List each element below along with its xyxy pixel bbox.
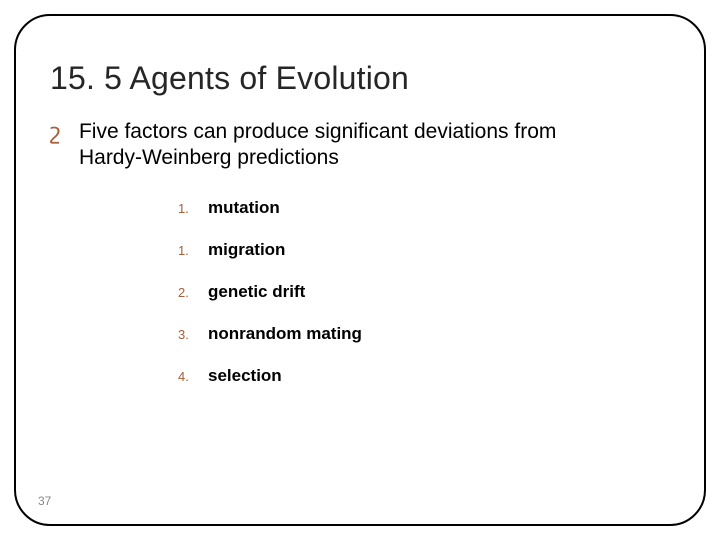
factor-number: 1. [178,243,208,258]
factor-label: selection [208,366,282,386]
list-item: 1. migration [178,240,670,260]
factor-number: 3. [178,327,208,342]
slide-frame: 15. 5 Agents of Evolution շ Five factors… [14,14,706,526]
list-item: 1. mutation [178,198,670,218]
page-number: 37 [38,494,51,508]
lead-text: Five factors can produce significant dev… [79,119,624,172]
factor-label: mutation [208,198,280,218]
factor-number: 4. [178,369,208,384]
slide-title: 15. 5 Agents of Evolution [50,60,670,97]
swirl-bullet-icon: շ [50,119,79,143]
factor-label: migration [208,240,285,260]
factors-list: 1. mutation 1. migration 2. genetic drif… [50,198,670,386]
slide: 15. 5 Agents of Evolution շ Five factors… [0,0,720,540]
list-item: 3. nonrandom mating [178,324,670,344]
factor-label: nonrandom mating [208,324,362,344]
lead-row: շ Five factors can produce significant d… [50,119,670,172]
list-item: 2. genetic drift [178,282,670,302]
list-item: 4. selection [178,366,670,386]
factor-number: 2. [178,285,208,300]
factor-number: 1. [178,201,208,216]
factor-label: genetic drift [208,282,305,302]
